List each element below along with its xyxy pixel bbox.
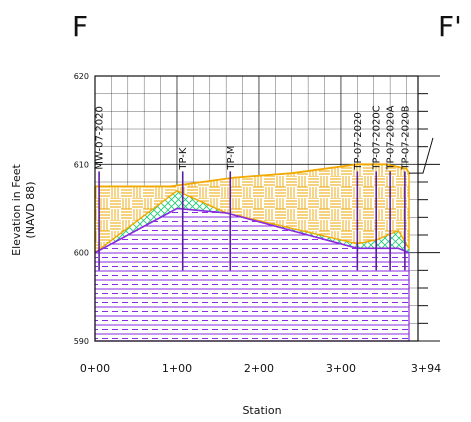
boring-label: TP-07-2020A (386, 105, 397, 170)
plot-border (94, 75, 419, 342)
x-axis-label: Station (242, 404, 281, 417)
boring-label: TP-M (226, 145, 237, 170)
x-tick-label: 3+94 (411, 362, 441, 375)
axes-frame (94, 75, 440, 342)
x-tick-label: 1+00 (162, 362, 192, 375)
x-tick-labels: 0+00 1+00 2+00 3+00 3+94 (80, 362, 441, 375)
boring-label: TP-07-2020B (400, 105, 411, 170)
x-tick-label: 2+00 (244, 362, 274, 375)
boring-label: MW-07-2020 (95, 106, 106, 170)
y-tick-label: 620 (74, 72, 89, 81)
y-tick-label: 610 (74, 160, 89, 169)
y-axis-label-line1: Elevation in Feet (10, 163, 23, 255)
y-tick-label: 600 (74, 249, 89, 258)
x-tick-label: 0+00 (80, 362, 110, 375)
boring-label: TP-07-2020C (372, 105, 383, 170)
y-axis-label-line2: (NAVD 88) (24, 181, 37, 238)
x-tick-label: 3+00 (326, 362, 356, 375)
borings: MW-07-2020 TP-K TP-M TP-07-2020 TP-07-2020C T… (95, 105, 411, 271)
y-tick-label: 590 (74, 337, 89, 346)
ground-extension (408, 137, 434, 174)
section-start-label: F (72, 10, 88, 43)
section-end-label: F' (438, 10, 462, 43)
ground-surface (95, 163, 410, 188)
soil-layers (94, 137, 434, 342)
boring-label: TP-K (178, 147, 189, 171)
y-tick-labels: 620 610 600 590 (74, 72, 89, 346)
boring-label: TP-07-2020 (353, 112, 364, 170)
